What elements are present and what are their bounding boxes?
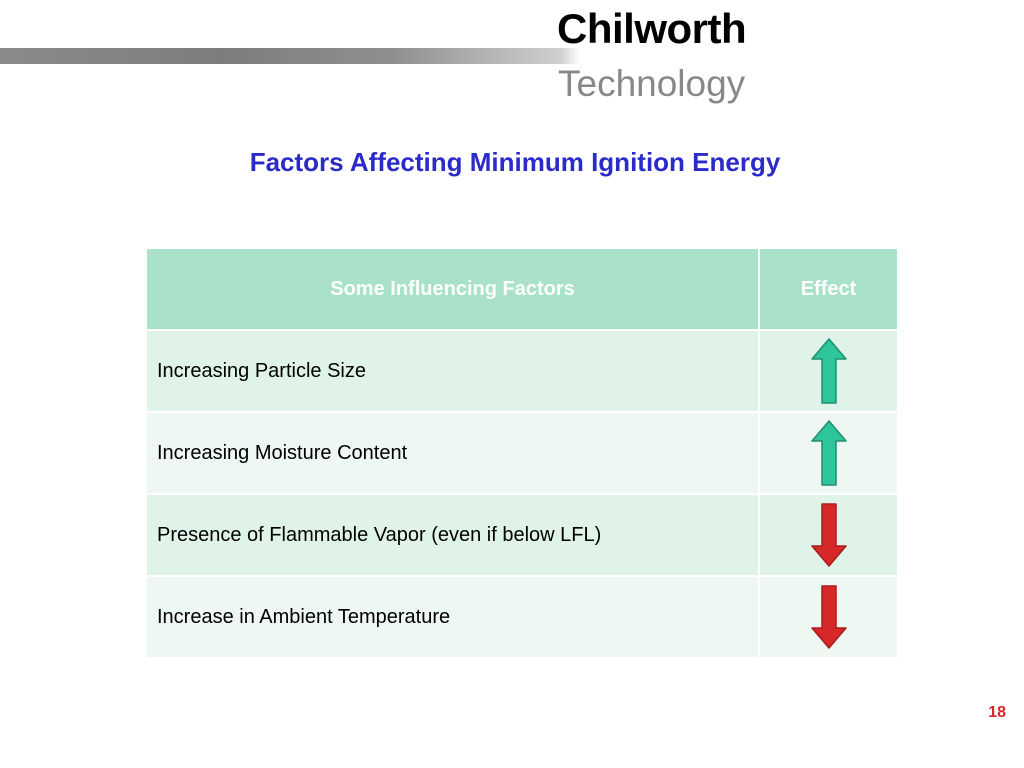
page-number: 18 (988, 704, 1006, 721)
table-row: Increasing Particle Size (145, 329, 899, 413)
effect-cell (758, 493, 899, 577)
effect-cell (758, 329, 899, 413)
factor-cell: Increase in Ambient Temperature (145, 575, 760, 659)
logo-chilworth: Chilworth (557, 5, 747, 52)
header-effect: Effect (758, 247, 899, 331)
header-factors: Some Influencing Factors (145, 247, 760, 331)
factor-cell: Increasing Particle Size (145, 329, 760, 413)
header-gradient-bar (0, 48, 580, 64)
table-row: Presence of Flammable Vapor (even if bel… (145, 493, 899, 577)
up-arrow-icon (810, 338, 847, 404)
factor-cell: Presence of Flammable Vapor (even if bel… (145, 493, 760, 577)
logo-technology: Technology (558, 63, 746, 104)
down-arrow-icon (810, 503, 847, 567)
factors-table: Some Influencing Factors Effect Increasi… (145, 247, 899, 659)
factor-cell: Increasing Moisture Content (145, 411, 760, 495)
effect-cell (758, 575, 899, 659)
slide-title: Factors Affecting Minimum Ignition Energ… (249, 147, 781, 177)
table-row: Increase in Ambient Temperature (145, 575, 899, 659)
down-arrow-icon (810, 585, 847, 649)
up-arrow-icon (810, 420, 847, 486)
table-row: Increasing Moisture Content (145, 411, 899, 495)
table-header-row: Some Influencing Factors Effect (145, 247, 899, 331)
effect-cell (758, 411, 899, 495)
